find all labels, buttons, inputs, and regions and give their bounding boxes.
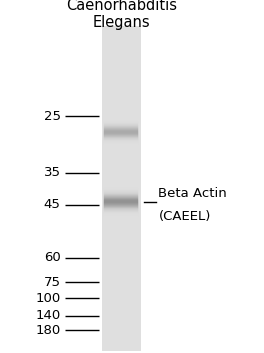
- Text: 25: 25: [44, 110, 61, 123]
- Text: 140: 140: [35, 310, 61, 322]
- Text: 75: 75: [44, 276, 61, 289]
- Text: 180: 180: [35, 324, 61, 336]
- Text: (CAEEL): (CAEEL): [158, 210, 211, 222]
- Bar: [102, 26, 141, 351]
- Text: Caenorhabditis
Elegans: Caenorhabditis Elegans: [66, 0, 177, 30]
- Text: 60: 60: [44, 251, 61, 264]
- Text: Beta Actin: Beta Actin: [158, 187, 227, 199]
- Text: 35: 35: [44, 167, 61, 179]
- Text: 45: 45: [44, 198, 61, 211]
- Text: 100: 100: [35, 292, 61, 305]
